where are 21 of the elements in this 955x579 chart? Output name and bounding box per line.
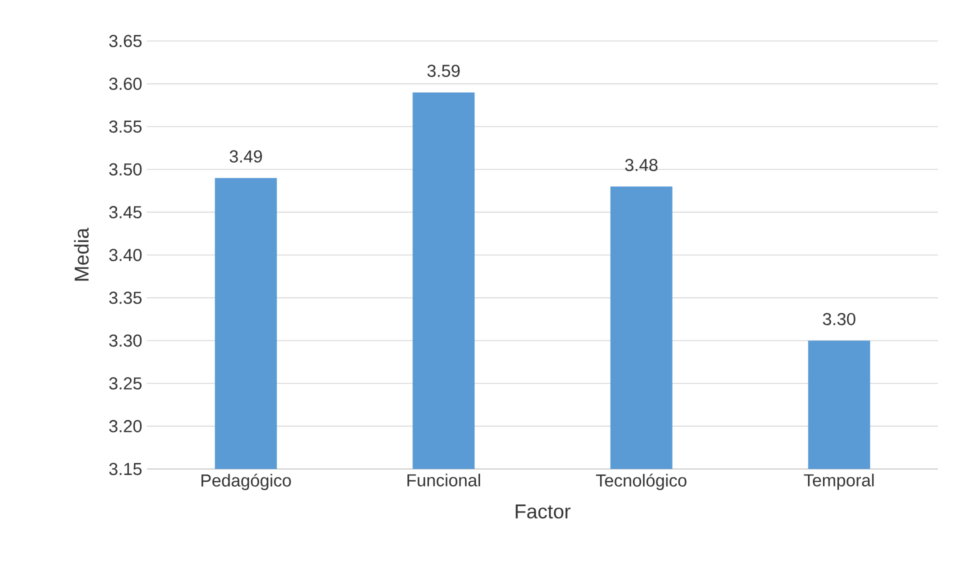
y-tick-label: 3.30 xyxy=(109,334,142,347)
data-label: 3.59 xyxy=(427,64,460,77)
y-tick-label: 3.60 xyxy=(109,78,142,90)
y-tick-label: 3.50 xyxy=(109,163,142,176)
y-tick-label: 3.45 xyxy=(109,206,142,218)
x-tick-label: Tecnológico xyxy=(596,474,686,490)
x-tick-label: Pedagógico xyxy=(202,474,291,490)
data-label: 3.49 xyxy=(230,150,262,163)
data-label: 3.30 xyxy=(822,312,856,326)
y-tick-label: 3.40 xyxy=(109,248,142,262)
y-tick-label: 3.65 xyxy=(109,34,142,48)
y-tick-label: 3.55 xyxy=(109,120,142,133)
x-tick-label: Funcional xyxy=(407,474,480,486)
y-axis-title: Media xyxy=(74,228,89,281)
x-tick-label: Temporal xyxy=(804,474,874,490)
y-tick-label: 3.15 xyxy=(109,462,142,476)
data-label: 3.48 xyxy=(625,158,658,172)
y-tick-label: 3.25 xyxy=(109,377,142,390)
y-tick-label: 3.35 xyxy=(109,292,142,304)
y-tick-label: 3.20 xyxy=(109,420,142,432)
x-axis-title: Factor xyxy=(516,504,571,519)
